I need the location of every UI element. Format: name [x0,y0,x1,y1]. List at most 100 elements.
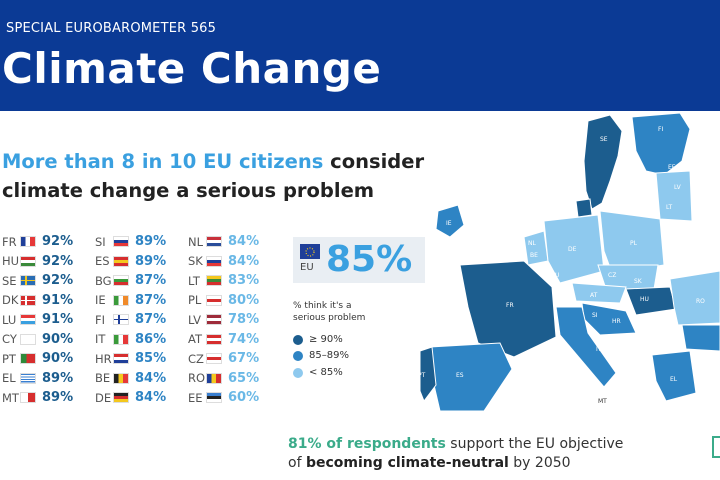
map-region-se [583,114,623,210]
country-value: 89% [42,390,74,406]
country-row: EE 60% [188,388,259,408]
country-code: ES [95,254,110,269]
map-label: FR [506,302,514,309]
legend-dot [293,367,303,378]
country-code: DK [2,293,19,308]
country-code: CY [2,332,17,347]
map-label: NL [528,240,536,247]
legend-item: ≥ 90% [293,334,343,345]
country-value: 89% [135,253,167,269]
country-flag-icon [206,294,222,306]
country-code: LT [188,273,200,288]
map-label: MT [598,398,607,405]
country-flag-icon [20,255,36,267]
map-label: AT [590,292,598,299]
country-code: HU [2,254,20,269]
map-label: ES [456,372,464,379]
country-row: FI 87% [95,310,166,330]
country-value: 90% [42,351,74,367]
country-flag-icon [113,255,129,267]
country-row: BG 87% [95,271,166,291]
country-value: 92% [42,234,74,250]
country-value: 65% [228,370,260,386]
headline: More than 8 in 10 EU citizens consider c… [2,147,472,205]
bottom-highlight: 81% of respondents [288,436,446,452]
country-row: IE 87% [95,291,166,311]
country-row: PT 90% [2,349,73,369]
country-flag-icon [20,294,36,306]
map-label: IT [596,346,602,353]
country-value: 84% [135,390,167,406]
country-row: HR 85% [95,349,166,369]
country-flag-icon [206,275,222,287]
country-row: DE 84% [95,388,166,408]
europe-map: SE FI EE LV LT IE NL BE LU DE PL CZ SK A… [420,112,720,412]
country-row: SK 84% [188,252,259,272]
map-label: PL [630,240,638,247]
map-region-nl-be [523,230,549,266]
map-label: RO [696,298,705,305]
country-value: 91% [42,292,74,308]
map-region-baltics [655,170,693,222]
map-label: EL [670,376,678,383]
country-row: LT 83% [188,271,259,291]
country-code: IT [95,332,106,347]
map-region-fr [459,260,557,358]
legend-item: 85–89% [293,350,349,361]
country-value: 89% [42,370,74,386]
country-code: PL [188,293,202,308]
eu-flag-icon [300,244,320,259]
map-label: HR [612,318,621,325]
country-flag-icon [113,353,129,365]
country-row: LV 78% [188,310,259,330]
map-region-at [571,282,627,304]
country-row: AT 74% [188,330,259,350]
map-label: CZ [608,272,616,279]
country-flag-icon [206,314,222,326]
country-code: DE [95,390,112,405]
map-label: DE [568,246,577,253]
headline-highlight: More than 8 in 10 EU citizens [2,150,324,173]
country-value: 84% [228,253,260,269]
country-value: 78% [228,312,260,328]
country-code: FI [95,312,106,327]
country-code: HR [95,351,112,366]
country-row: CY 90% [2,330,73,350]
country-code: LV [188,312,202,327]
country-row: RO 65% [188,369,259,389]
map-label: LU [552,272,559,279]
map-region-ro [669,270,720,326]
country-value: 60% [228,390,260,406]
country-row: PL 80% [188,291,259,311]
legend-title: % think it's a serious problem [293,301,366,323]
country-row: DK 91% [2,291,73,311]
country-value: 87% [135,292,167,308]
map-region-dk [575,198,593,218]
country-code: PT [2,351,16,366]
eu-label: EU [300,262,314,273]
country-flag-icon [206,372,222,384]
legend-item: < 85% [293,367,343,378]
map-label: SK [634,278,643,285]
country-value: 84% [135,370,167,386]
country-column-1: FR 92% HU 92% SE 92% DK 91% LU 91% CY 90% PT 90% EL 89%… [2,232,73,408]
country-flag-icon [20,333,36,345]
country-value: 80% [228,292,260,308]
country-value: 92% [42,253,74,269]
country-row: NL 84% [188,232,259,252]
country-flag-icon [113,314,129,326]
country-flag-icon [20,353,36,365]
country-value: 90% [42,331,74,347]
map-label: BE [530,252,538,259]
bottom-statement: 81% of respondents support the EU object… [288,436,624,471]
map-label: IE [446,220,452,227]
map-region-it [555,306,617,388]
country-value: 86% [135,331,167,347]
country-flag-icon [206,236,222,248]
country-code: LU [2,312,17,327]
page-title: Climate Change [2,44,382,93]
legend-dot [293,350,303,361]
bottom-bold: becoming climate-neutral [305,455,509,471]
country-row: MT 89% [2,388,73,408]
country-row: CZ 67% [188,349,259,369]
